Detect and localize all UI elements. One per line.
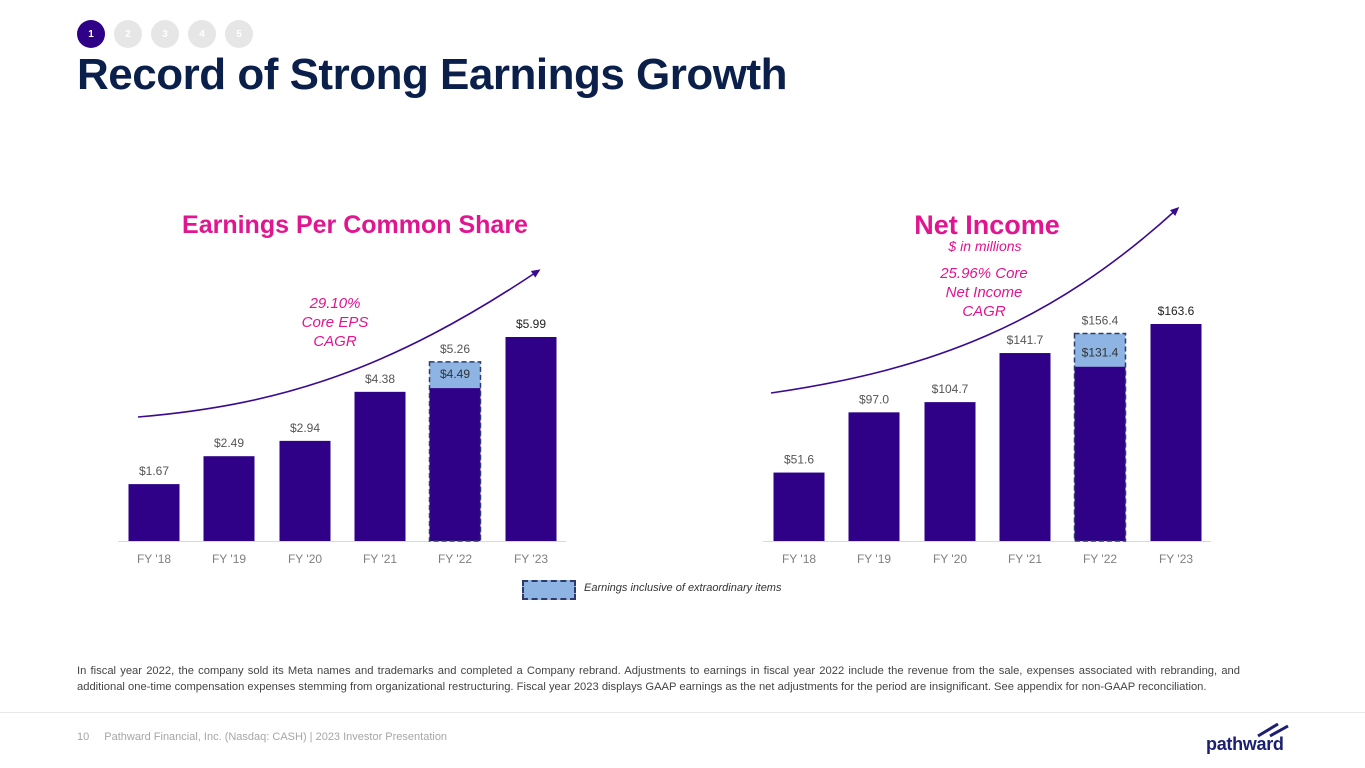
pathward-mark-icon	[1257, 722, 1289, 738]
chart1-data-label: $4.38	[365, 372, 395, 386]
chart2-data-label: $131.4	[1082, 346, 1119, 360]
chart1-tick-label: FY '22	[438, 552, 472, 566]
chart1-tick-label: FY '19	[212, 552, 246, 566]
step-3[interactable]: 3	[151, 20, 179, 48]
chart2-bar	[924, 402, 976, 541]
chart1-bar	[128, 484, 180, 541]
chart1-cagr-annotation: CAGR	[313, 333, 357, 350]
chart2-growth-arrow	[770, 206, 1180, 394]
footer: 10 Pathward Financial, Inc. (Nasdaq: CASH…	[77, 731, 447, 743]
logo-wordmark: pathward	[1206, 734, 1284, 754]
chart2-bar-extraordinary-outline	[1073, 332, 1127, 542]
legend-label: Earnings inclusive of extraordinary item…	[584, 582, 782, 594]
chart1-bar	[203, 456, 255, 541]
chart1-data-label: $2.94	[290, 421, 320, 435]
chart2-tick-label: FY '18	[782, 552, 816, 566]
chart1-tick-label: FY '20	[288, 552, 322, 566]
chart1-data-label: $1.67	[139, 464, 169, 478]
chart2-data-label: $104.7	[932, 382, 969, 396]
chart1-data-label: $5.99	[516, 317, 546, 331]
footer-text: Pathward Financial, Inc. (Nasdaq: CASH) …	[104, 731, 448, 743]
step-5[interactable]: 5	[225, 20, 253, 48]
chart2-data-label: $141.7	[1007, 333, 1044, 347]
chart1-total-label: $5.26	[440, 342, 470, 356]
pathward-logo: pathward	[1206, 722, 1292, 756]
chart2-tick-label: FY '22	[1083, 552, 1117, 566]
chart1-bar	[279, 440, 331, 541]
chart2-data-label: $97.0	[859, 392, 889, 406]
chart2-cagr-annotation: Net Income	[946, 284, 1023, 301]
chart2-data-label: $163.6	[1158, 304, 1195, 318]
chart1-bar	[354, 391, 406, 541]
page-title: Record of Strong Earnings Growth	[77, 50, 788, 99]
chart1-bar	[429, 388, 481, 541]
step-4[interactable]: 4	[188, 20, 216, 48]
chart2-tick-label: FY '23	[1159, 552, 1193, 566]
chart2-data-label: $51.6	[784, 453, 814, 467]
step-1[interactable]: 1	[77, 20, 105, 48]
chart1-bar-extraordinary-outline	[428, 361, 482, 542]
chart2-bar	[999, 353, 1051, 541]
chart2-title: Net Income	[914, 210, 1060, 240]
chart1-bar-extraordinary-portion	[429, 361, 481, 389]
chart2-tick-label: FY '19	[857, 552, 891, 566]
chart1-data-label: $4.49	[440, 367, 470, 381]
footnote: In fiscal year 2022, the company sold it…	[77, 665, 1240, 693]
chart2-cagr-annotation: 25.96% Core	[939, 265, 1028, 282]
chart1-cagr-annotation: Core EPS	[302, 314, 369, 331]
chart2-bar	[848, 412, 900, 541]
chart2-cagr-annotation: CAGR	[962, 303, 1006, 320]
chart1-cagr-annotation: 29.10%	[309, 295, 361, 312]
chart2-tick-label: FY '21	[1008, 552, 1042, 566]
chart2-bar-extraordinary-portion	[1074, 333, 1126, 367]
footer-divider	[0, 712, 1365, 713]
chart1-tick-label: FY '21	[363, 552, 397, 566]
chart1-bar	[505, 337, 557, 541]
chart2-total-label: $156.4	[1082, 314, 1119, 328]
chart1-growth-arrow	[137, 269, 541, 418]
chart2-tick-label: FY '20	[933, 552, 967, 566]
chart2-bar	[1074, 366, 1126, 541]
step-2[interactable]: 2	[114, 20, 142, 48]
page-number: 10	[77, 731, 90, 743]
chart2-bar	[773, 472, 825, 541]
chart1-tick-label: FY '23	[514, 552, 548, 566]
legend-swatch-extraordinary	[522, 580, 576, 600]
chart1-title: Earnings Per Common Share	[182, 211, 528, 239]
chart2-subtitle: $ in millions	[947, 238, 1021, 254]
chart2-bar	[1150, 324, 1202, 541]
chart1-tick-label: FY '18	[137, 552, 171, 566]
chart1-data-label: $2.49	[214, 436, 244, 450]
